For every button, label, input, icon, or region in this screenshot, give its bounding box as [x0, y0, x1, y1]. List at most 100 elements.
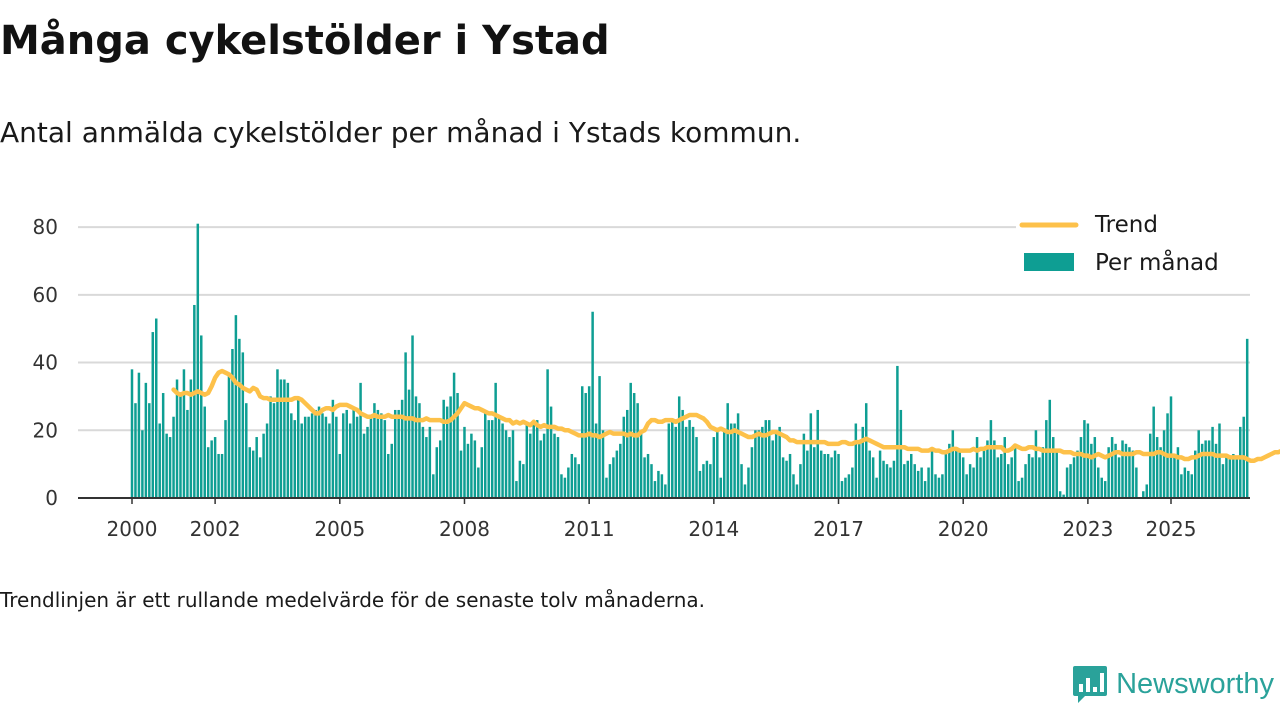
bar — [293, 420, 297, 498]
bar — [473, 440, 477, 498]
bar — [1128, 447, 1131, 498]
bar — [175, 379, 179, 498]
bar — [155, 318, 158, 498]
bar — [338, 453, 342, 498]
bar — [896, 365, 899, 498]
bar — [1017, 481, 1020, 498]
bar — [903, 464, 906, 498]
bar — [875, 477, 878, 498]
bar — [393, 409, 397, 498]
bar — [1020, 477, 1024, 498]
bar — [497, 416, 501, 498]
y-tick-label: 20 — [33, 418, 58, 442]
bar — [1214, 443, 1218, 498]
bar — [314, 409, 317, 498]
bar — [1162, 430, 1166, 498]
bar — [1107, 447, 1110, 498]
bar — [632, 393, 636, 498]
bar — [1204, 440, 1207, 498]
bar — [941, 474, 944, 498]
bar — [916, 470, 920, 498]
bar — [546, 369, 549, 498]
bars-per-month — [130, 223, 1249, 498]
brand-logo[interactable]: Newsworthy — [1072, 664, 1274, 704]
bar — [809, 413, 813, 498]
bar — [1076, 450, 1079, 498]
x-tick-label: 2005 — [314, 517, 365, 541]
bar — [290, 413, 293, 498]
bar — [961, 457, 965, 498]
y-tick-label: 80 — [33, 215, 58, 239]
bar — [885, 464, 889, 498]
bar — [286, 382, 290, 498]
bar — [608, 464, 612, 498]
bar — [840, 481, 844, 498]
bar — [387, 453, 390, 498]
bar — [1031, 457, 1034, 498]
bar — [906, 460, 910, 498]
bar — [982, 450, 986, 498]
bar — [328, 423, 331, 498]
bar — [397, 409, 400, 498]
bar — [303, 416, 307, 498]
bar — [141, 430, 144, 498]
bar — [373, 403, 376, 498]
bar — [830, 457, 833, 498]
bar — [137, 372, 141, 498]
bar — [934, 474, 937, 498]
bar — [227, 376, 231, 498]
bar — [1194, 450, 1197, 498]
bar — [1232, 453, 1235, 498]
bar — [272, 403, 276, 498]
y-tick-label: 40 — [33, 351, 58, 375]
bar — [438, 440, 442, 498]
bar — [646, 453, 650, 498]
bar — [1079, 437, 1083, 498]
bar — [362, 433, 366, 498]
bar — [241, 352, 245, 498]
bar — [172, 416, 175, 498]
bar — [958, 450, 961, 498]
bar — [255, 437, 258, 498]
bar — [584, 393, 587, 498]
bar — [224, 420, 227, 498]
bar — [878, 450, 882, 498]
bar — [158, 423, 161, 498]
bar — [442, 399, 445, 498]
bar — [1225, 453, 1228, 498]
bar — [653, 481, 657, 498]
chart-title: Många cykelstölder i Ystad — [0, 18, 610, 64]
bar — [539, 440, 542, 498]
bar — [231, 349, 234, 498]
bar — [1052, 437, 1055, 498]
bar — [300, 423, 303, 498]
bar — [612, 457, 615, 498]
bar — [910, 453, 913, 498]
chart-area: 0 20 40 60 80 2000 2002 2005 2008 2011 2014 2017 202… — [0, 200, 1280, 550]
bar — [317, 406, 321, 498]
x-tick-label: 2023 — [1062, 517, 1113, 541]
bar — [580, 386, 584, 498]
bar — [435, 447, 439, 498]
bar — [587, 386, 591, 498]
bar — [366, 426, 369, 498]
bar — [1006, 464, 1010, 498]
bar — [390, 443, 393, 498]
bar — [245, 403, 248, 498]
bar — [636, 403, 639, 498]
bar — [788, 453, 792, 498]
bar — [1065, 467, 1069, 498]
bar — [144, 382, 148, 498]
newsworthy-logo-icon — [1073, 666, 1108, 703]
bar — [570, 453, 574, 498]
bar — [1121, 440, 1124, 498]
bar — [560, 474, 563, 498]
bar — [504, 430, 508, 498]
bar — [220, 453, 224, 498]
x-tick-label: 2002 — [190, 517, 241, 541]
bar — [518, 460, 522, 498]
bar — [1058, 491, 1062, 498]
bar — [979, 457, 982, 498]
bar — [234, 315, 238, 498]
bar — [944, 450, 948, 498]
